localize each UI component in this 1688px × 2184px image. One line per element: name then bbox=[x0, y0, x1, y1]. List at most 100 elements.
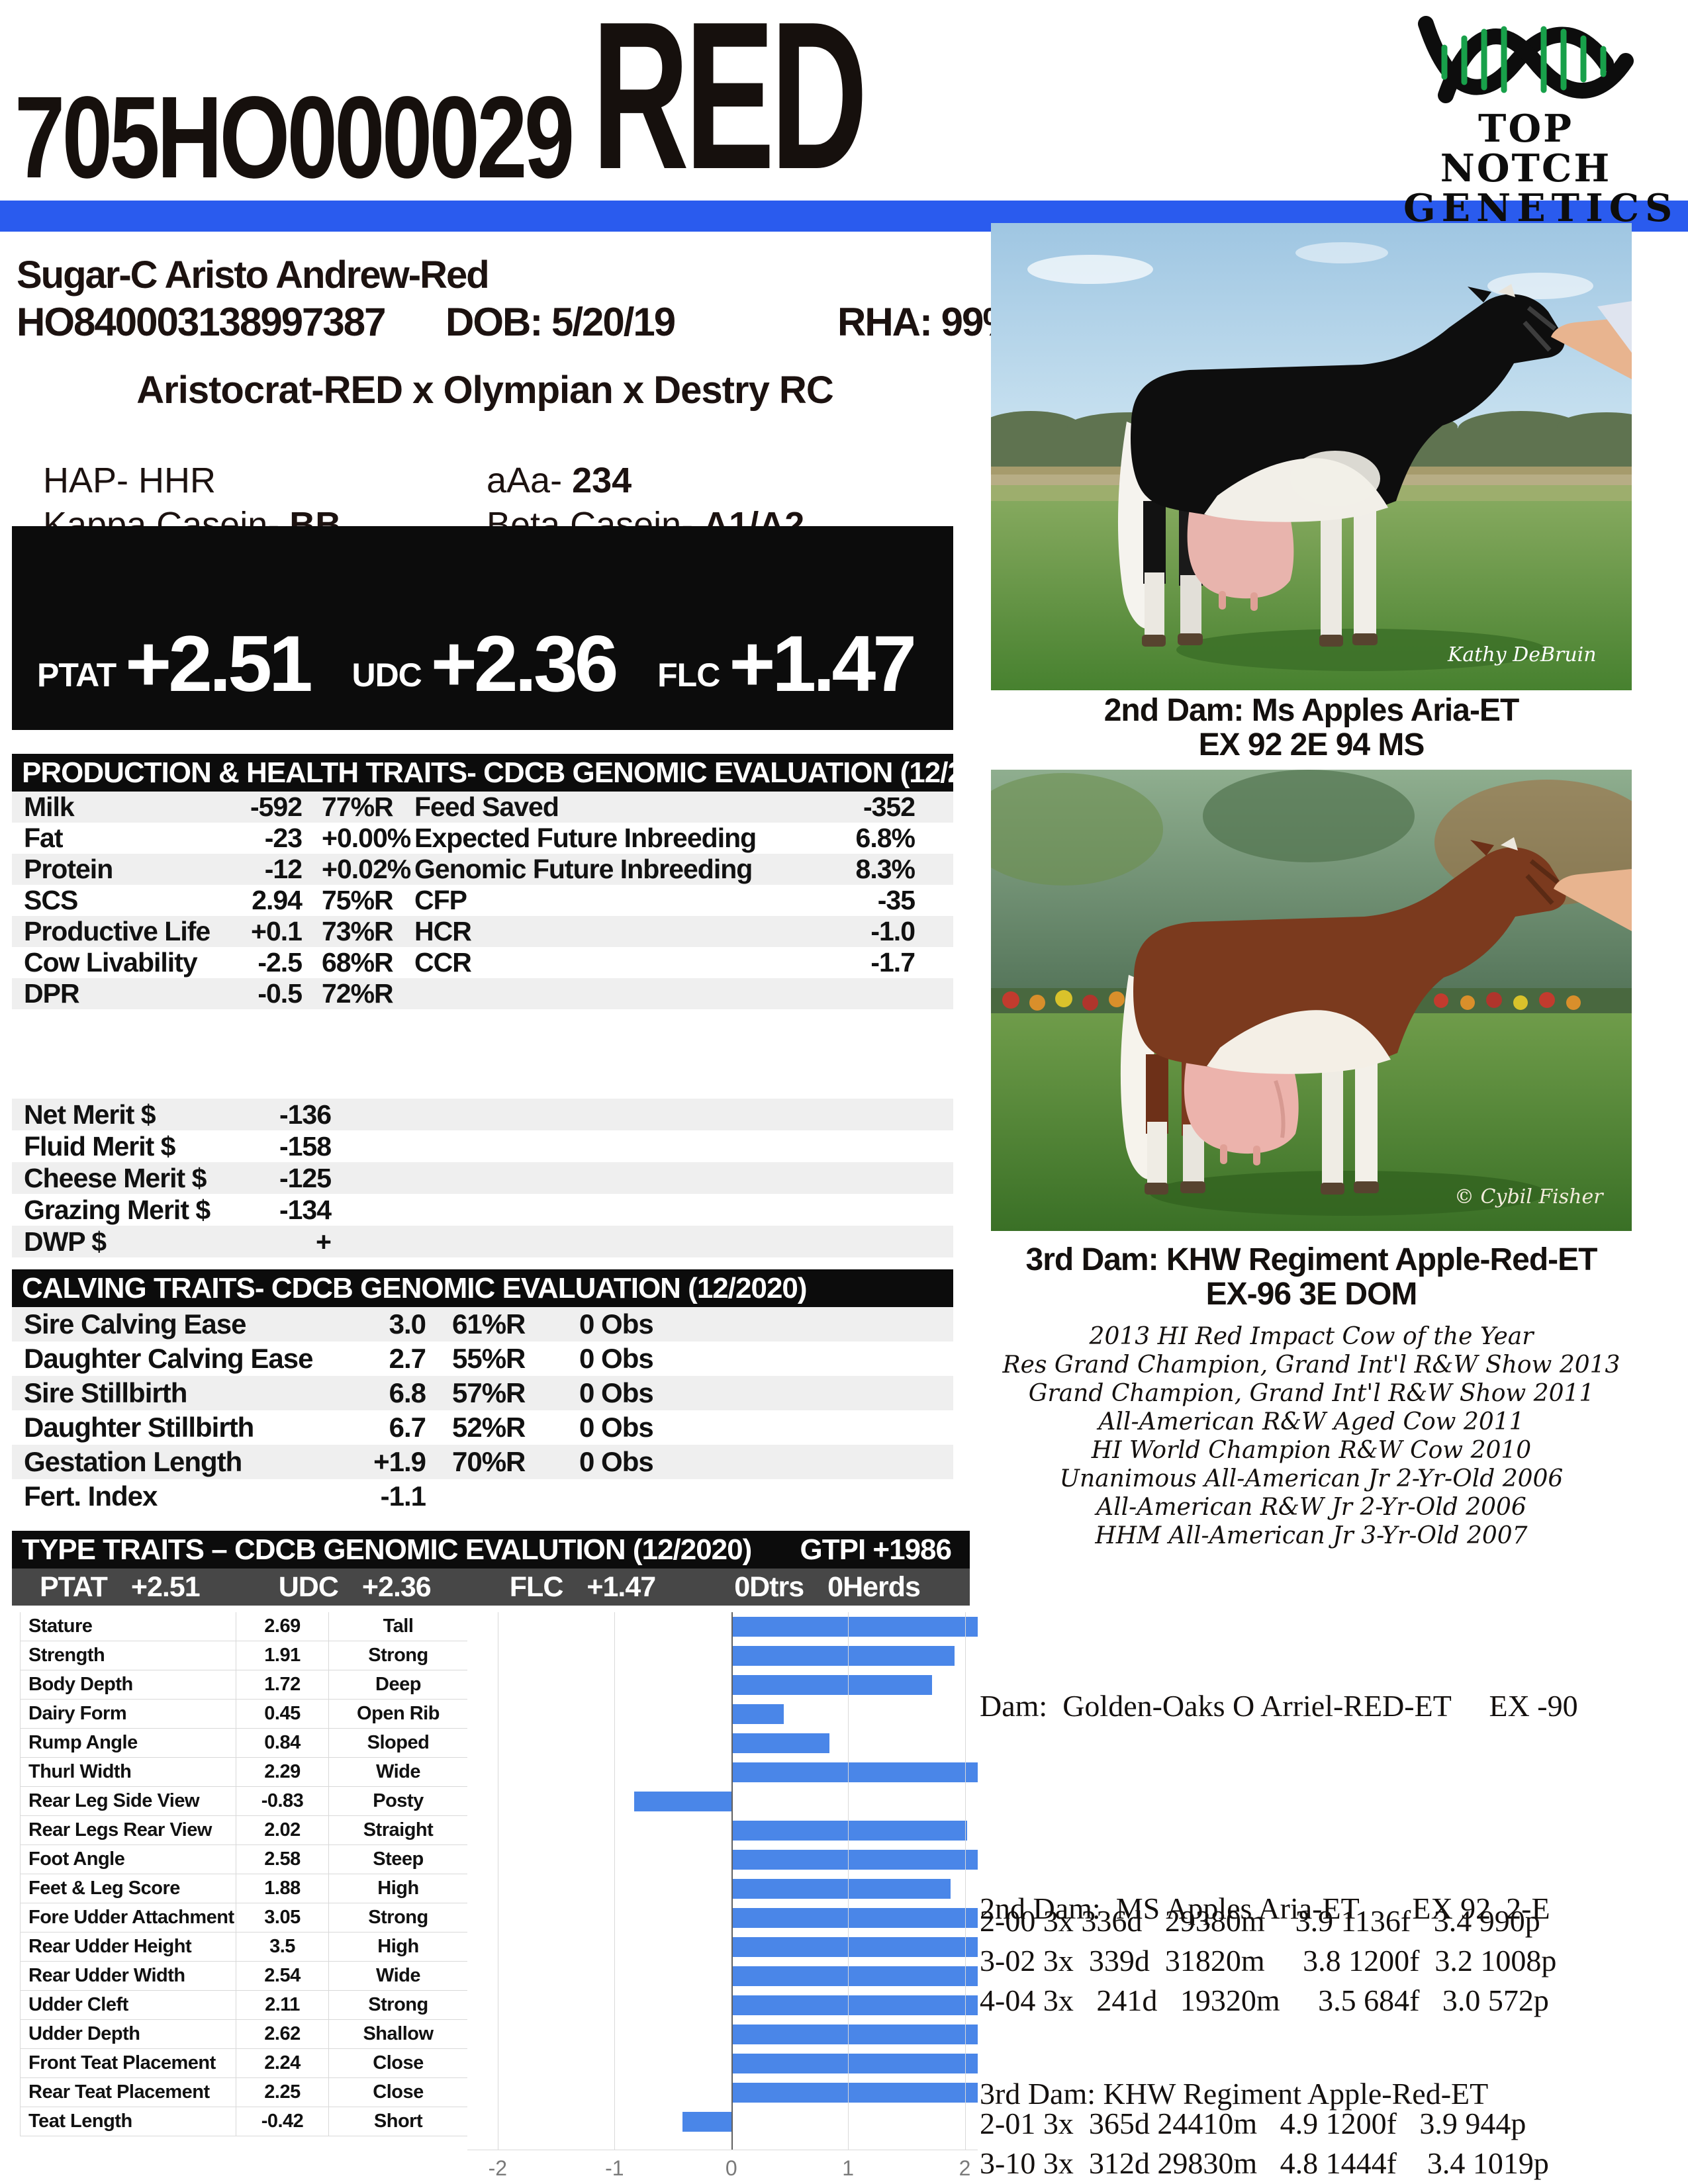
linear-trait-bar-cell bbox=[467, 1670, 978, 1700]
linear-trait-bar bbox=[731, 1821, 968, 1841]
trait-value-right: -1.0 bbox=[870, 916, 915, 946]
linear-trait-value: 3.5 bbox=[236, 1933, 328, 1962]
linear-trait-value: 2.25 bbox=[236, 2078, 328, 2107]
trait-label-right: Feed Saved bbox=[414, 792, 559, 822]
highlight-stat-value: +1.47 bbox=[729, 619, 917, 709]
pedigree-cross: Aristocrat-RED x Olympian x Destry RC bbox=[136, 369, 833, 412]
linear-trait-row: Stature 2.69 Tall bbox=[20, 1612, 1000, 1641]
trait-value: +0.1 bbox=[251, 916, 303, 946]
calving-label: Gestation Length bbox=[24, 1446, 242, 1477]
linear-trait-value: -0.42 bbox=[236, 2107, 328, 2136]
merit-label: Grazing Merit $ bbox=[24, 1194, 211, 1225]
dam-record: 4-04 3x 241d 19320m 3.5 684f 3.0 572p bbox=[980, 1983, 1549, 2017]
calving-value: +1.9 bbox=[373, 1446, 426, 1477]
linear-trait-descriptor: Short bbox=[328, 2107, 467, 2136]
trait-label-right: CFP bbox=[414, 885, 467, 915]
type-subheader-label: PTAT bbox=[40, 1570, 108, 1603]
merit-row: Fluid Merit $ -158 bbox=[12, 1130, 953, 1162]
linear-trait-bar bbox=[731, 2054, 978, 2073]
linear-trait-bar-cell bbox=[467, 1641, 978, 1670]
linear-trait-bar-cell bbox=[467, 2107, 978, 2136]
chart-axis-tick: -1 bbox=[605, 2156, 624, 2180]
linear-trait-row: Rear Leg Side View -0.83 Posty bbox=[20, 1787, 1000, 1816]
trait-label: Fat bbox=[24, 823, 64, 853]
merit-table: Net Merit $ -136 Fluid Merit $ -158 Chee… bbox=[12, 1099, 953, 1257]
linear-trait-value: 2.69 bbox=[236, 1612, 328, 1641]
merit-value: -158 bbox=[279, 1130, 332, 1161]
bull-naab-code: 705HO000029 bbox=[15, 73, 575, 203]
production-row: Fat -23 +0.00% Expected Future Inbreedin… bbox=[12, 823, 953, 854]
linear-trait-descriptor: Wide bbox=[328, 1962, 467, 1991]
trait-value: -23 bbox=[264, 823, 303, 853]
linear-trait-bar bbox=[731, 1995, 978, 2015]
linear-trait-row: Rear Udder Height 3.5 High bbox=[20, 1933, 1000, 1962]
linear-trait-row: Rear Udder Width 2.54 Wide bbox=[20, 1962, 1000, 1991]
trait-reliability: 73%R bbox=[322, 916, 394, 946]
merit-label: Fluid Merit $ bbox=[24, 1130, 175, 1161]
award-line: Grand Champion, Grand Int'l R&W Show 201… bbox=[1028, 1380, 1595, 1407]
linear-trait-descriptor: Open Rib bbox=[328, 1700, 467, 1729]
caption-1-line-2: EX 92 2E 94 MS bbox=[1198, 727, 1425, 762]
third-dam-block: 3rd Dam: KHW Regiment Apple-Red-ET EX-96… bbox=[980, 2004, 1688, 2184]
calving-section-header: CALVING TRAITS- CDCB GENOMIC EVALUATION … bbox=[12, 1269, 953, 1307]
calving-row: Fert. Index -1.1 bbox=[12, 1479, 953, 1514]
linear-trait-name: Udder Depth bbox=[20, 2020, 236, 2049]
aaa-line: aAa- 234 bbox=[487, 461, 632, 500]
photo-credit-2: © Cybil Fisher bbox=[1454, 1185, 1604, 1208]
linear-trait-value: 1.91 bbox=[236, 1641, 328, 1670]
calving-observations: 0 Obs bbox=[579, 1377, 654, 1408]
calving-value: -1.1 bbox=[380, 1480, 426, 1512]
linear-trait-bar bbox=[731, 2083, 978, 2103]
linear-trait-value: 3.05 bbox=[236, 1903, 328, 1933]
type-subheader-stat: FLC +1.47 bbox=[510, 1571, 656, 1604]
merit-row: Cheese Merit $ -125 bbox=[12, 1162, 953, 1194]
linear-trait-descriptor: Close bbox=[328, 2078, 467, 2107]
type-subheader-value: 0Herds bbox=[827, 1570, 921, 1603]
linear-trait-value: 2.58 bbox=[236, 1845, 328, 1874]
linear-trait-bar bbox=[731, 1704, 784, 1724]
linear-trait-row: Feet & Leg Score 1.88 High bbox=[20, 1874, 1000, 1903]
linear-trait-bar-cell bbox=[467, 1991, 978, 2020]
red-cow bbox=[1120, 837, 1566, 1195]
linear-trait-bar-cell bbox=[467, 1903, 978, 1933]
calving-row: Daughter Calving Ease 2.7 55%R 0 Obs bbox=[12, 1342, 953, 1376]
calving-row: Gestation Length +1.9 70%R 0 Obs bbox=[12, 1445, 953, 1479]
type-subheader-stat: PTAT +2.51 bbox=[40, 1570, 201, 1604]
trait-value: -592 bbox=[250, 792, 303, 822]
chart-axis-tick: 1 bbox=[842, 2156, 855, 2180]
linear-trait-value: 2.02 bbox=[236, 1816, 328, 1845]
calving-table: Sire Calving Ease 3.0 61%R 0 Obs Daughte… bbox=[12, 1307, 953, 1514]
brand-name-line1: TOP NOTCH bbox=[1440, 107, 1612, 191]
production-section-header: PRODUCTION & HEALTH TRAITS- CDCB GENOMIC… bbox=[12, 754, 1019, 792]
linear-trait-descriptor: Close bbox=[328, 2049, 467, 2078]
calving-reliability: 52%R bbox=[452, 1412, 526, 1443]
photo-credit-1: Kathy DeBruin bbox=[1447, 643, 1597, 666]
calving-value: 3.0 bbox=[389, 1308, 426, 1340]
linear-trait-row: Rear Legs Rear View 2.02 Straight bbox=[20, 1816, 1000, 1845]
linear-traits-chart: Stature 2.69 Tall Strength 1.91 Strong bbox=[20, 1612, 1000, 2184]
second-dam-title: 2nd Dam: MS Apples Aria-ET EX 92 2-E bbox=[980, 1891, 1550, 1925]
linear-trait-name: Front Teat Placement bbox=[20, 2049, 236, 2078]
linear-trait-name: Body Depth bbox=[20, 1670, 236, 1700]
linear-trait-bar-cell bbox=[467, 2020, 978, 2049]
type-subheader-stat: UDC +2.36 bbox=[278, 1570, 432, 1604]
caption-1-line-1: 2nd Dam: Ms Apples Aria-ET bbox=[1103, 693, 1520, 728]
chart-axis-tick: -2 bbox=[488, 2156, 508, 2180]
trait-reliability: 75%R bbox=[322, 885, 394, 915]
trait-reliability: 68%R bbox=[322, 947, 394, 978]
highlight-stats-bar: PTAT +2.51 UDC +2.36 FLC +1.47 bbox=[12, 526, 953, 730]
trait-label-right: Expected Future Inbreeding bbox=[414, 823, 757, 853]
production-row: Productive Life +0.1 73%R HCR -1.0 bbox=[12, 916, 953, 947]
linear-trait-bar-cell bbox=[467, 1700, 978, 1729]
linear-trait-name: Stature bbox=[20, 1612, 236, 1641]
linear-traits-rows: Stature 2.69 Tall Strength 1.91 Strong bbox=[20, 1612, 1000, 2136]
trait-value: -2.5 bbox=[258, 947, 303, 978]
highlight-stat: FLC +1.47 bbox=[657, 619, 917, 709]
linear-trait-bar-cell bbox=[467, 1787, 978, 1816]
trait-reliability: 77%R bbox=[322, 792, 394, 822]
dam-title: Dam: Golden-Oaks O Arriel-RED-ET EX -90 bbox=[980, 1689, 1578, 1723]
linear-trait-descriptor: Strong bbox=[328, 1641, 467, 1670]
type-subheader-label: UDC bbox=[278, 1570, 339, 1603]
linear-trait-row: Body Depth 1.72 Deep bbox=[20, 1670, 1000, 1700]
linear-trait-bar bbox=[731, 1850, 978, 1870]
